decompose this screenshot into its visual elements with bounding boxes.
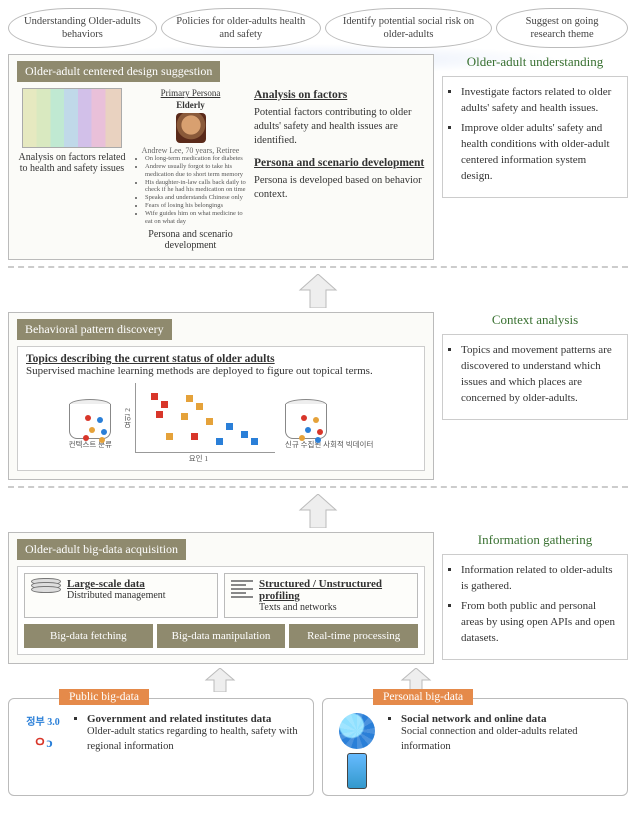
behavioral-header: Behavioral pattern discovery — [17, 319, 172, 340]
side1-title: Older-adult understanding — [442, 54, 628, 70]
arrow-up-2 — [8, 494, 628, 528]
persona-dev-text: Persona is developed based on behavior c… — [254, 174, 425, 202]
bubble-1: Understanding Older-adults behaviors — [8, 8, 157, 48]
gov-logo-text: 정부 3.0 — [26, 713, 59, 728]
yaxis-label: 요인 2 — [122, 408, 133, 429]
acquisition-panel: Older-adult big-data acquisition Large-s… — [8, 532, 434, 664]
right-cylinder-icon — [285, 399, 327, 439]
bubble-3: Identify potential social risk on older-… — [325, 8, 492, 48]
analysis-factors-title: Analysis on factors — [254, 88, 425, 104]
public-tag: Public big-data — [59, 689, 149, 705]
personal-sub: Social connection and older-adults relat… — [401, 726, 577, 751]
personal-title: Social network and online data — [401, 713, 546, 725]
side-understanding: Older-adult understanding Investigate fa… — [442, 54, 628, 260]
gov-logo-icon: ㅇɔ — [33, 732, 52, 752]
design-suggest-header: Older-adult centered design suggestion — [17, 61, 220, 82]
bubble-2: Policies for older-adults health and saf… — [161, 8, 321, 48]
design-suggest-panel: Older-adult centered design suggestion A… — [8, 54, 434, 260]
phone-icon — [347, 753, 367, 789]
xaxis-label: 요인 1 — [122, 453, 275, 464]
card2-title: Structured / Unstructured profiling — [259, 578, 411, 602]
side-info-gathering: Information gathering Information relate… — [442, 532, 628, 664]
public-sub: Older-adult statics regarding to health,… — [87, 726, 298, 751]
behavioral-panel: Behavioral pattern discovery Topics desc… — [8, 312, 434, 480]
persona-face-icon — [176, 113, 206, 143]
profiling-card: Structured / Unstructured profiling Text… — [224, 573, 418, 618]
card2-sub: Texts and networks — [259, 602, 411, 613]
divider — [8, 266, 628, 268]
side3-item: From both public and personal areas by u… — [461, 599, 619, 647]
persona-role: Elderly — [133, 100, 248, 110]
side2-title: Context analysis — [442, 312, 628, 328]
side2-item: Topics and movement patterns are discove… — [461, 343, 619, 407]
persona-caption: Persona and scenario development — [133, 229, 248, 251]
persona-bullet: On long-term medication for diabetes — [145, 155, 248, 163]
acq-tab: Big-data fetching — [24, 624, 153, 648]
globe-icon — [339, 713, 375, 749]
persona-header: Primary Persona — [133, 88, 248, 98]
left-cyl-label: 컨텍스트 분류 — [69, 441, 112, 449]
side1-item: Investigate factors related to older adu… — [461, 85, 619, 117]
large-scale-card: Large-scale data Distributed management — [24, 573, 218, 618]
persona-bullets: On long-term medication for diabetes And… — [133, 155, 248, 225]
personal-tag: Personal big-data — [373, 689, 473, 705]
public-title: Government and related institutes data — [87, 713, 271, 725]
analysis-factors-text: Potential factors contributing to older … — [254, 106, 425, 149]
analysis-caption: Analysis on factors related to health an… — [17, 152, 127, 174]
scatter-plot — [135, 383, 275, 453]
side3-item: Information related to older-adults is g… — [461, 563, 619, 595]
card1-sub: Distributed management — [67, 590, 166, 601]
persona-name: Andrew Lee, 70 years, Retiree — [133, 146, 248, 155]
persona-bullet: Fears of losing his belongings — [145, 202, 248, 210]
behavioral-title: Topics describing the current status of … — [26, 353, 416, 365]
personal-bigdata-box: Personal big-data Social network and onl… — [322, 698, 628, 796]
behavioral-sub: Supervised machine learning methods are … — [26, 365, 416, 377]
left-cylinder-icon — [69, 399, 111, 439]
acquisition-header: Older-adult big-data acquisition — [17, 539, 186, 560]
card1-title: Large-scale data — [67, 578, 166, 590]
database-icon — [31, 578, 61, 590]
side3-title: Information gathering — [442, 532, 628, 548]
right-cyl-label: 신규 수집된 사회적 빅데이터 — [285, 441, 373, 449]
arrow-up-1 — [8, 274, 628, 308]
divider — [8, 486, 628, 488]
acq-tab: Big-data manipulation — [157, 624, 286, 648]
bubble-4: Suggest on going research theme — [496, 8, 628, 48]
acq-tab: Real-time processing — [289, 624, 418, 648]
persona-bullet: Speaks and understands Chinese only — [145, 194, 248, 202]
public-bigdata-box: Public big-data 정부 3.0 ㅇɔ Government and… — [8, 698, 314, 796]
side1-item: Improve older adults' safety and health … — [461, 121, 619, 185]
persona-bullet: Wife guides him on what medicine to eat … — [145, 210, 248, 226]
persona-bullet: Andrew usually forgot to take his medica… — [145, 163, 248, 179]
side-context: Context analysis Topics and movement pat… — [442, 312, 628, 480]
top-bubbles: Understanding Older-adults behaviors Pol… — [8, 8, 628, 48]
text-lines-icon — [231, 578, 253, 600]
persona-dev-title: Persona and scenario development — [254, 156, 425, 172]
analysis-thumb — [22, 88, 122, 148]
persona-bullet: His daughter-in-law calls back daily to … — [145, 179, 248, 195]
